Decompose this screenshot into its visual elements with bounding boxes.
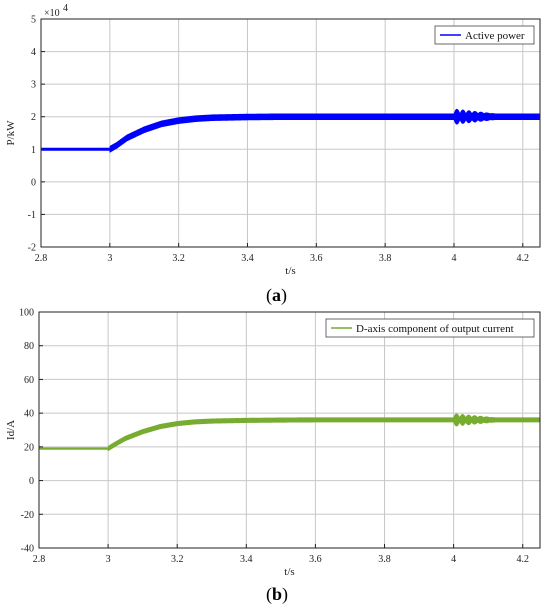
y-tick-label: 4 (31, 47, 36, 58)
x-tick-label: 3 (107, 253, 112, 264)
y-tick-label: 5 (31, 15, 36, 26)
y-tick-label: 1 (31, 145, 36, 156)
x-tick-label: 3.4 (241, 253, 254, 264)
legend-box (325, 318, 535, 338)
series-line-1-0 (38, 413, 541, 452)
legend-label: D-axis component of output current (356, 323, 514, 335)
y-exponent-label: ×10 (44, 8, 60, 19)
caption-a-letter: a (272, 285, 281, 305)
x-tick-label: 3 (106, 554, 111, 565)
x-tick-label: 2.8 (33, 554, 46, 565)
y-tick-label: 2 (31, 112, 36, 123)
y-tick-label: -20 (21, 510, 34, 521)
x-tick-label: 2.8 (35, 253, 48, 264)
y-axis-label: P/kW (5, 120, 17, 146)
x-tick-label: 3.6 (310, 253, 323, 264)
chart-b: D-axis component of output current 2.8 3 3.… (5, 308, 541, 578)
plot-area (39, 312, 540, 548)
x-tick-label: 3.2 (172, 253, 185, 264)
x-axis-label: t/s (284, 566, 294, 578)
caption-b-letter: b (272, 584, 283, 604)
y-tick-label: 20 (24, 442, 34, 453)
y-tick-label: 60 (24, 375, 34, 386)
x-tick-label: 4 (451, 554, 456, 565)
chart-a: Active power 2.8 3 3.2 3.4 3.6 3.8 4 4.2 -2 -1 0 1 2 3… (5, 3, 541, 277)
legend: D-axis component of output current (325, 318, 535, 338)
legend-label: Active power (465, 30, 525, 42)
x-tick-label: 3.4 (240, 554, 253, 565)
x-tick-label: 4.2 (517, 253, 530, 264)
y-tick-label: 3 (31, 80, 36, 91)
x-tick-label: 3.6 (309, 554, 322, 565)
y-tick-label: -2 (28, 243, 36, 254)
legend-box (434, 25, 535, 45)
x-tick-label: 4 (451, 253, 456, 264)
y-tick-label: -40 (21, 544, 34, 555)
y-tick-label: -1 (28, 210, 36, 221)
y-tick-label: 0 (31, 177, 36, 188)
y-tick-label: 80 (24, 341, 34, 352)
y-tick-label: 100 (19, 308, 34, 319)
x-axis-label: t/s (285, 265, 295, 277)
y-exponent-power: 4 (63, 3, 68, 14)
legend: Active power (434, 25, 535, 45)
x-tick-label: 3.8 (379, 253, 392, 264)
caption-a: (a) (266, 285, 287, 305)
y-axis-label: Id/A (5, 420, 17, 440)
plot-frame (40, 18, 541, 248)
plot-frame (38, 311, 541, 549)
x-tick-label: 3.8 (378, 554, 391, 565)
x-tick-label: 4.2 (516, 554, 529, 565)
x-tick-label: 3.2 (171, 554, 184, 565)
series-line-0-0 (40, 108, 541, 153)
y-tick-label: 40 (24, 409, 34, 420)
plot-area (41, 19, 540, 247)
y-tick-label: 0 (29, 476, 34, 487)
caption-b: (b) (266, 584, 289, 604)
